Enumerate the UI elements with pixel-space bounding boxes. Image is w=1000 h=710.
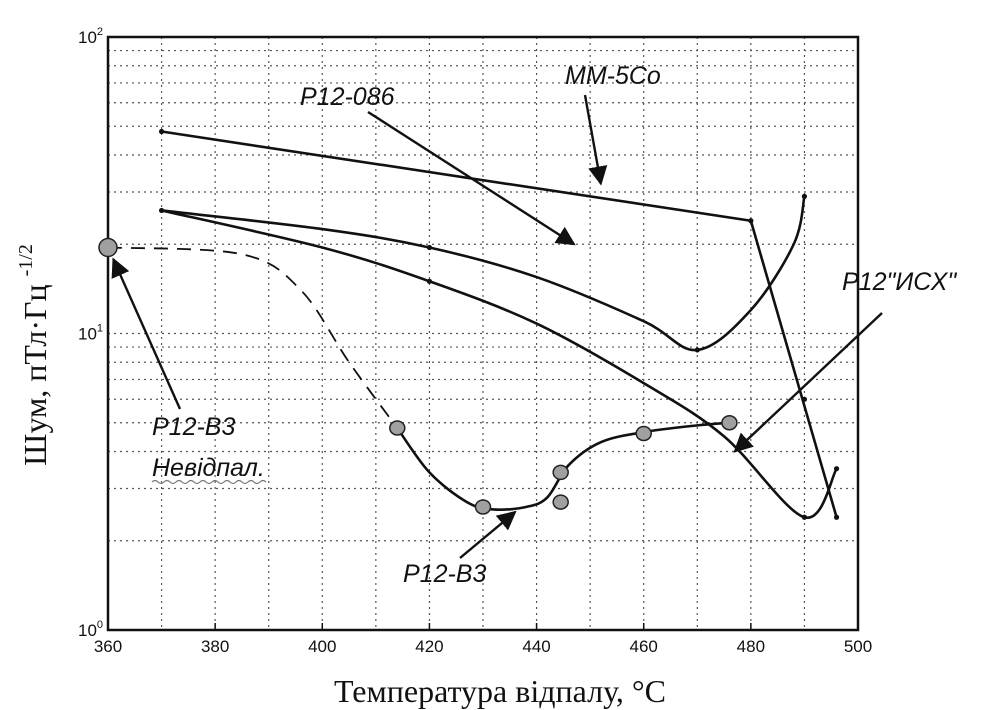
annotation-label: P12-В3 xyxy=(403,560,486,588)
circle-marker xyxy=(552,464,569,481)
data-point xyxy=(426,278,433,284)
annotation-underline xyxy=(151,479,267,485)
annotation-label: MM-5Co xyxy=(565,62,661,90)
annotation-arrow xyxy=(583,94,608,186)
x-tick-label: 460 xyxy=(630,637,658,656)
annotation-label: Невідпал. xyxy=(152,454,265,482)
y-tick-label: 100 xyxy=(78,619,103,640)
x-axis-label: Температура відпалу, °С xyxy=(334,673,666,709)
annotation-arrow xyxy=(733,312,883,453)
x-tick-label: 400 xyxy=(308,637,336,656)
x-tick-label: 360 xyxy=(94,637,122,656)
data-point xyxy=(158,128,165,135)
data-point xyxy=(694,347,700,353)
annotations: MM-5Co P12-086 P12"ИСХ" P12-В3 P12-В3 Невідпа… xyxy=(151,62,957,588)
annotation-arrow xyxy=(459,510,517,559)
series-line-5 xyxy=(396,421,730,511)
y-axis-ticks: 100 101 102 xyxy=(78,26,103,640)
x-axis-ticks: 360 380 400 420 440 460 480 500 xyxy=(94,623,872,656)
circle-marker xyxy=(474,499,492,515)
x-tick-label: 500 xyxy=(844,637,872,656)
data-point xyxy=(833,466,840,472)
y-tick-label: 102 xyxy=(78,26,103,47)
annotation-arrow xyxy=(111,257,182,410)
annotation-label: P12"ИСХ" xyxy=(842,268,957,296)
grid xyxy=(108,37,858,630)
circle-marker xyxy=(552,494,569,510)
series-line-4 xyxy=(107,246,399,429)
x-tick-label: 380 xyxy=(201,637,229,656)
y-axis-label-main: Шум, пТл·Гц xyxy=(17,284,53,465)
annotation-arrows xyxy=(111,94,883,559)
x-tick-label: 420 xyxy=(415,637,443,656)
circle-markers xyxy=(98,237,738,515)
x-tick-label: 440 xyxy=(522,637,550,656)
data-points xyxy=(158,128,840,520)
circle-marker xyxy=(98,237,118,258)
series-line-3 xyxy=(161,209,838,519)
data-point xyxy=(801,193,808,199)
data-point xyxy=(748,218,754,224)
data-point xyxy=(801,396,808,402)
data-point xyxy=(426,244,433,251)
circle-marker xyxy=(635,425,652,442)
y-axis-label-exponent: -1/2 xyxy=(15,244,37,276)
x-tick-label: 480 xyxy=(737,637,765,656)
data-point xyxy=(833,514,840,520)
data-point xyxy=(801,514,808,520)
plot-frame xyxy=(106,35,860,632)
annotation-label: P12-В3 xyxy=(152,413,235,441)
series-line-2 xyxy=(161,196,806,352)
data-point xyxy=(158,207,165,214)
circle-marker xyxy=(389,420,406,436)
y-tick-label: 101 xyxy=(78,323,103,344)
y-axis-label: Шум, пТл·Гц -1/2 xyxy=(15,244,53,466)
annotation-label: P12-086 xyxy=(300,83,395,111)
annotation-arrow xyxy=(367,110,576,246)
circle-marker xyxy=(721,415,738,431)
